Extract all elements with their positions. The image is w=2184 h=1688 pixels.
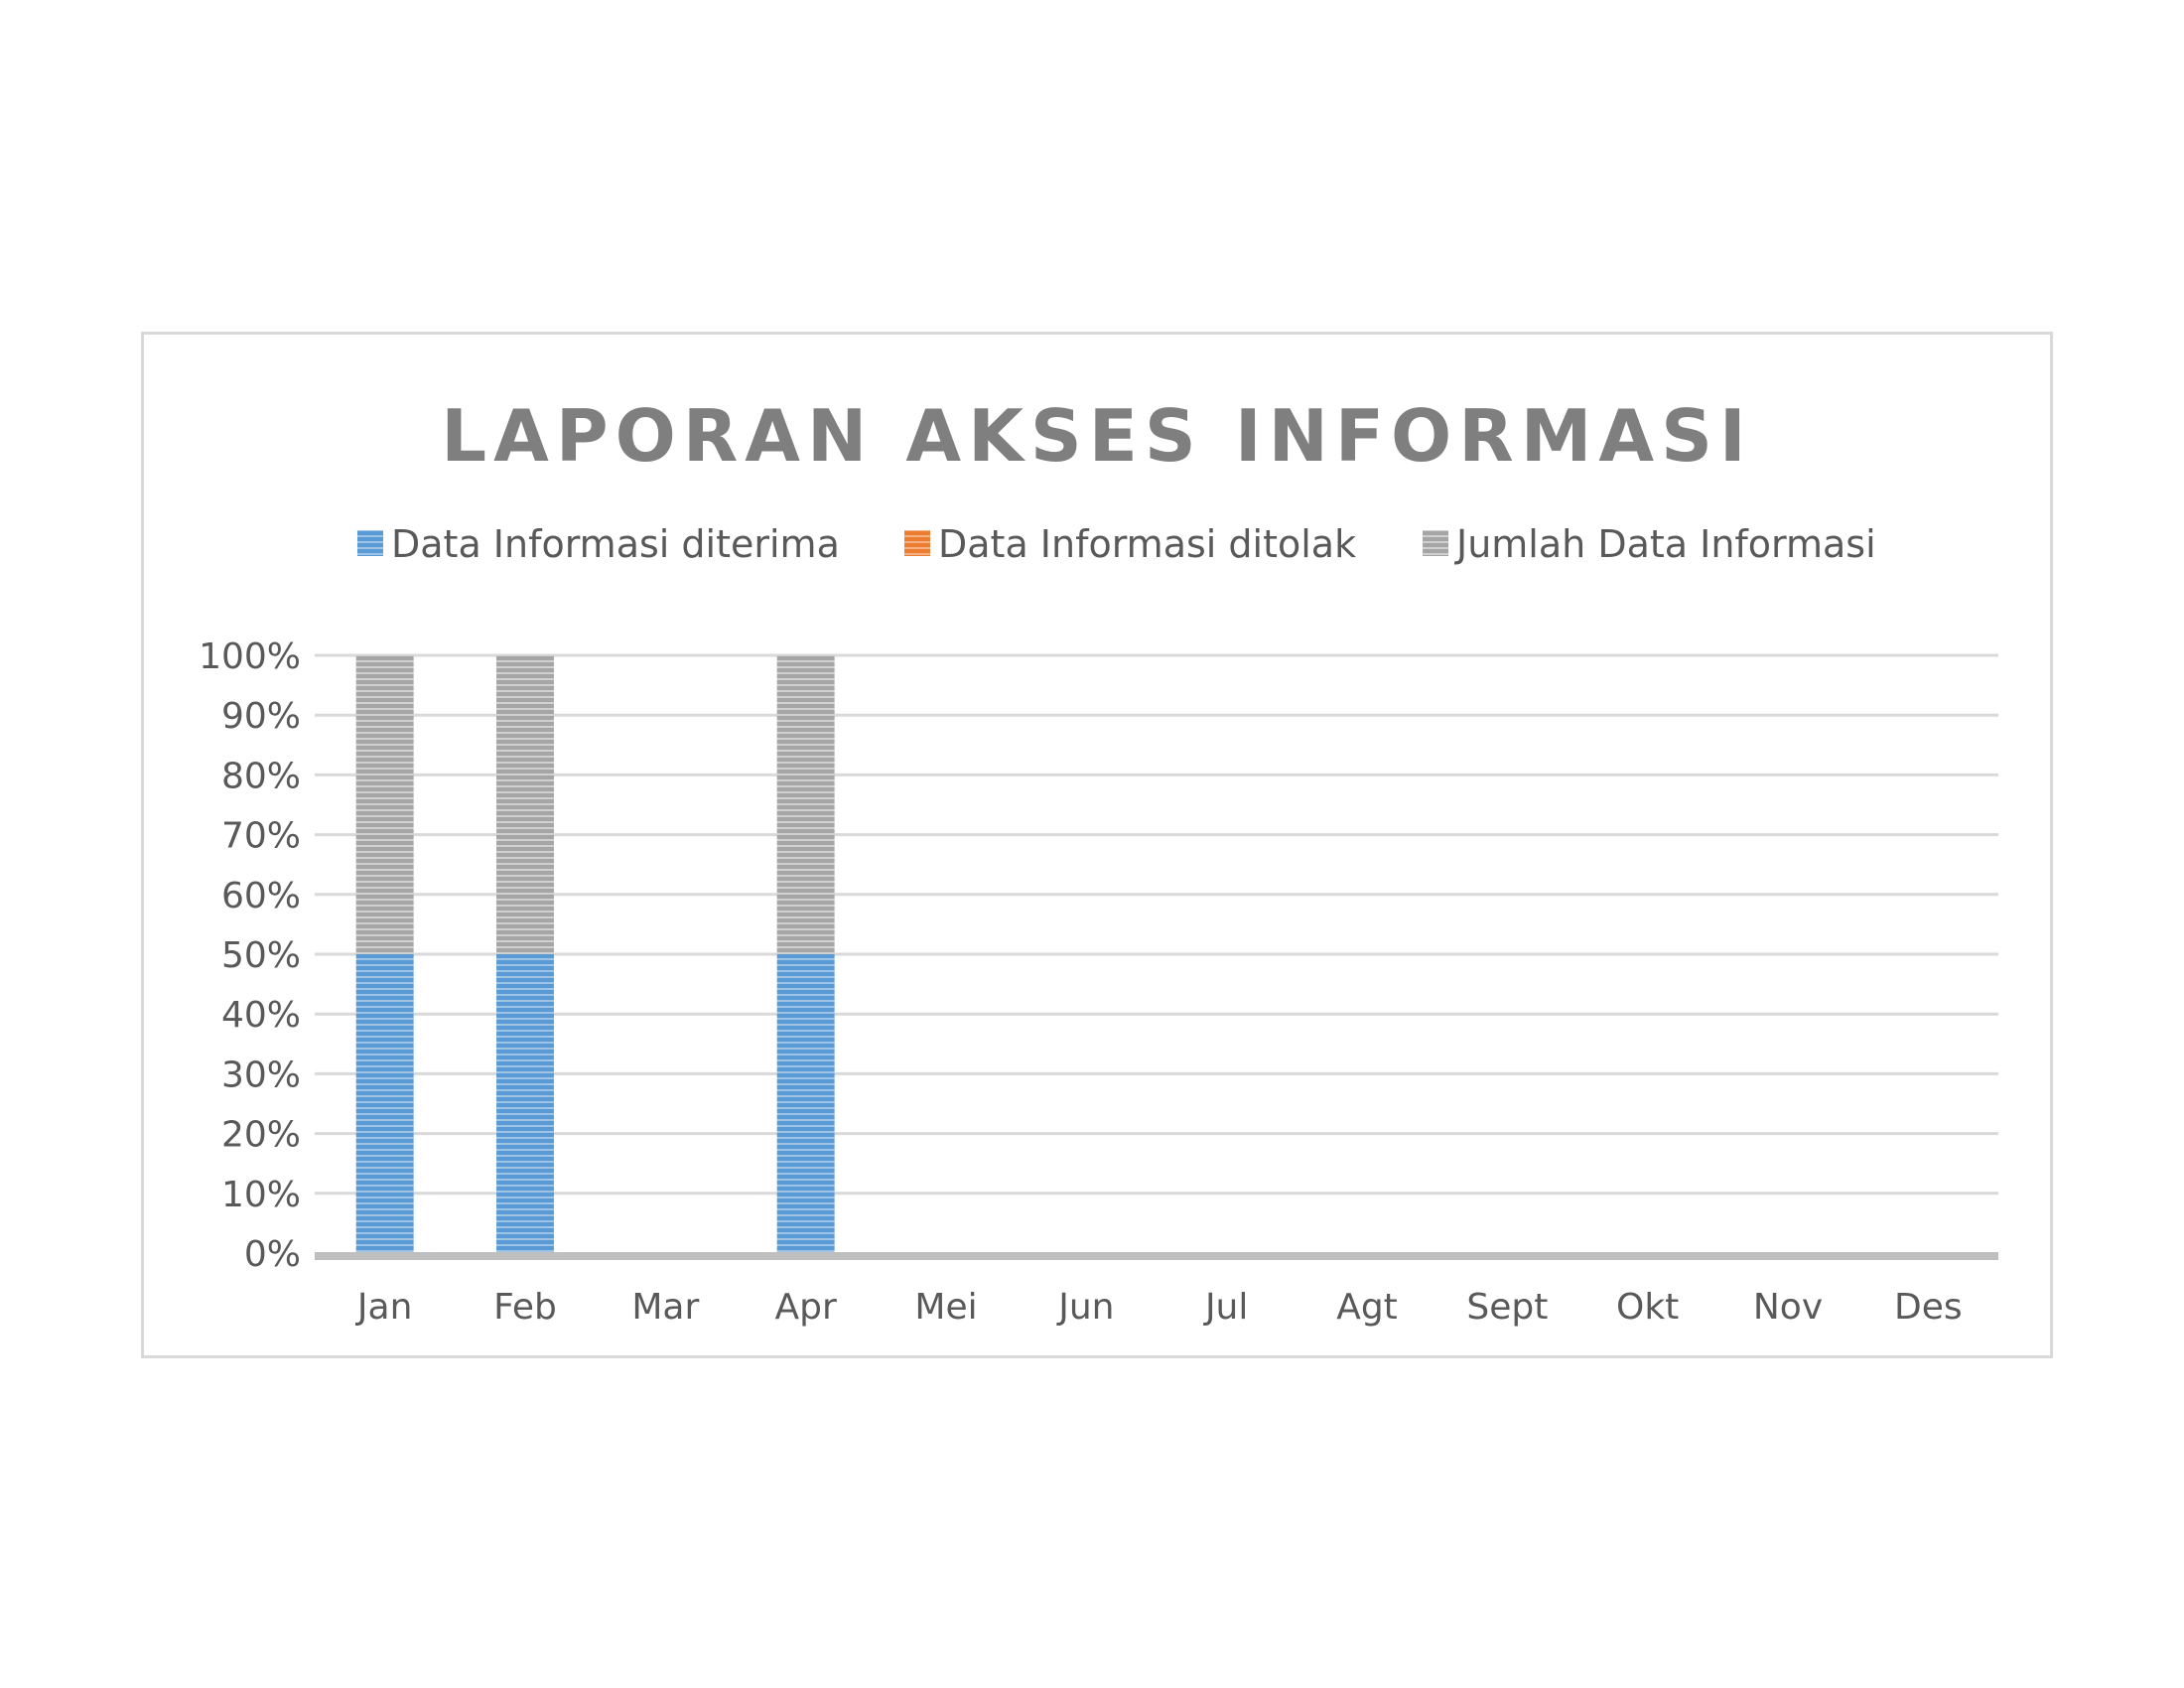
legend-swatch-2 [904,530,930,556]
x-tick-label: Jul [1203,1287,1248,1328]
bar-jan-series-3 [355,655,414,954]
y-tick-label: 80% [221,756,301,796]
legend-label-1: Data Informasi diterima [391,522,840,566]
chart-frame: LAPORAN AKSES INFORMASI Data Informasi d… [141,332,2053,1358]
x-tick-label: Sept [1466,1287,1548,1328]
y-tick-label: 60% [221,876,301,916]
y-tick-label: 30% [221,1055,301,1095]
x-tick-label: Mar [631,1287,699,1328]
chart-title: LAPORAN AKSES INFORMASI [441,394,1752,478]
x-tick-label: Apr [775,1287,837,1328]
y-tick-label: 70% [221,816,301,857]
x-tick-label: Jun [1056,1287,1114,1328]
legend: Data Informasi diterima Data Informasi di… [357,522,1876,566]
bar-apr-series-1 [776,954,835,1253]
legend-label-3: Jumlah Data Informasi [1454,522,1876,566]
y-tick-label: 0% [244,1234,301,1275]
bar-apr-series-3 [776,655,835,954]
y-tick-label: 50% [221,935,301,976]
x-tick-label: Nov [1753,1287,1823,1328]
chart-svg: LAPORAN AKSES INFORMASI Data Informasi d… [199,394,1998,1328]
legend-label-2: Data Informasi ditolak [938,522,1356,566]
gridlines [315,653,1998,1196]
x-tick-label: Mei [914,1287,977,1328]
axes: 0% 10% 20% 30% 40% 50% 60% 70% 80% 90% 100% Jan Feb M… [199,636,1998,1328]
legend-swatch-1 [357,530,383,556]
x-tick-label: Des [1894,1287,1963,1328]
bar-feb-series-3 [496,655,554,954]
bars [355,655,835,1253]
y-tick-label: 40% [221,995,301,1036]
bar-jan-series-1 [355,954,414,1253]
y-tick-label: 100% [199,636,301,677]
x-tick-label: Feb [493,1287,557,1328]
y-tick-label: 10% [221,1175,301,1215]
legend-swatch-3 [1423,530,1448,556]
y-tick-label: 90% [221,696,301,737]
x-tick-label: Okt [1616,1287,1679,1328]
x-tick-label: Jan [355,1287,413,1328]
y-tick-label: 20% [221,1115,301,1156]
x-tick-label: Agt [1336,1287,1398,1328]
bar-feb-series-1 [496,954,554,1253]
